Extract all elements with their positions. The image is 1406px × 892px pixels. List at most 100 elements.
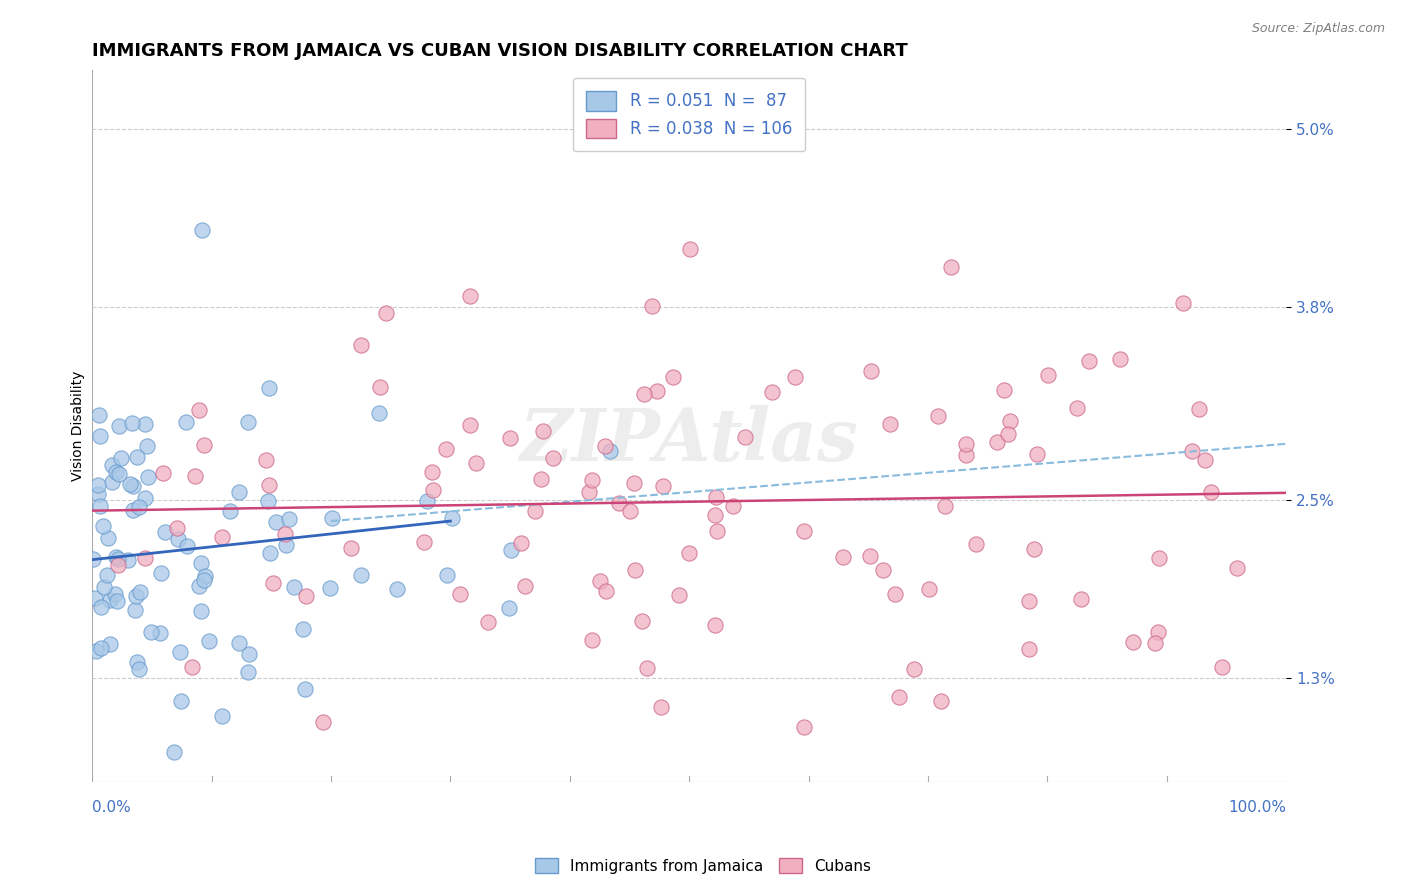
Point (955, 436, 977, 450)
Point (704, 491, 727, 505)
Point (918, 582, 941, 596)
Point (734, 429, 756, 443)
Point (1018, 593, 1040, 607)
Point (257, 381, 280, 395)
Point (499, 431, 522, 445)
Point (97, 532, 120, 546)
Point (934, 499, 956, 513)
Point (105, 465, 128, 479)
Point (662, 369, 685, 384)
Point (499, 543, 522, 558)
Point (107, 467, 129, 482)
Point (1018, 641, 1040, 656)
Point (184, 469, 207, 483)
Point (350, 567, 373, 582)
Point (312, 715, 335, 730)
Point (581, 473, 603, 487)
Point (350, 338, 373, 352)
Point (599, 444, 621, 458)
Legend: Immigrants from Jamaica, Cubans: Immigrants from Jamaica, Cubans (529, 852, 877, 880)
Point (134, 551, 156, 566)
Point (257, 478, 280, 492)
Point (581, 632, 603, 647)
Point (283, 581, 305, 595)
Point (128, 500, 150, 514)
Point (90, 599, 112, 614)
Point (434, 442, 457, 456)
Point (87, 487, 110, 501)
Point (167, 533, 190, 547)
Point (124, 589, 146, 603)
Point (121, 416, 143, 430)
Point (723, 499, 745, 513)
Point (176, 539, 198, 553)
Point (993, 383, 1015, 397)
Point (82, 551, 104, 566)
Point (193, 438, 215, 452)
Point (623, 476, 645, 491)
Point (965, 537, 987, 551)
Point (595, 584, 617, 599)
Point (86, 478, 108, 492)
Point (650, 700, 672, 714)
Point (578, 484, 600, 499)
Point (477, 615, 499, 629)
Point (449, 586, 471, 600)
Point (887, 690, 910, 705)
Point (374, 306, 396, 320)
Point (879, 417, 901, 431)
Point (498, 600, 520, 615)
Point (98, 637, 121, 651)
Point (139, 625, 162, 640)
Point (193, 574, 215, 588)
Point (1077, 354, 1099, 368)
Point (436, 567, 458, 582)
Point (340, 541, 363, 555)
Point (607, 495, 630, 509)
Point (89, 499, 111, 513)
Point (1199, 485, 1222, 500)
Point (135, 439, 157, 453)
Point (101, 475, 124, 489)
Point (524, 503, 547, 517)
Point (291, 622, 314, 636)
Point (939, 260, 962, 275)
Point (105, 549, 128, 564)
Point (1188, 402, 1211, 417)
Point (1181, 444, 1204, 458)
Point (262, 576, 284, 591)
Point (1147, 550, 1170, 565)
Point (134, 417, 156, 431)
Point (1022, 542, 1045, 557)
Point (652, 479, 675, 493)
Point (624, 563, 647, 577)
Point (641, 299, 664, 313)
Point (153, 525, 176, 540)
Point (188, 578, 211, 592)
Point (955, 448, 977, 462)
Point (211, 529, 233, 543)
Point (101, 458, 124, 472)
Point (703, 508, 725, 522)
Point (531, 424, 554, 438)
Point (647, 384, 669, 399)
Text: IMMIGRANTS FROM JAMAICA VS CUBAN VISION DISABILITY CORRELATION CHART: IMMIGRANTS FROM JAMAICA VS CUBAN VISION … (93, 42, 908, 60)
Point (704, 618, 727, 632)
Point (211, 709, 233, 723)
Point (458, 418, 481, 433)
Point (998, 414, 1021, 428)
Point (367, 407, 389, 421)
Point (294, 589, 316, 603)
Point (98, 593, 121, 607)
Point (136, 470, 159, 484)
Point (103, 587, 125, 601)
Point (218, 504, 240, 518)
Point (1173, 295, 1195, 310)
Point (166, 521, 188, 535)
Point (254, 452, 277, 467)
Y-axis label: Vision Disability: Vision Disability (72, 371, 86, 481)
Point (174, 415, 197, 429)
Text: ZIPAtlas: ZIPAtlas (520, 405, 859, 476)
Point (1108, 352, 1130, 367)
Point (832, 550, 855, 565)
